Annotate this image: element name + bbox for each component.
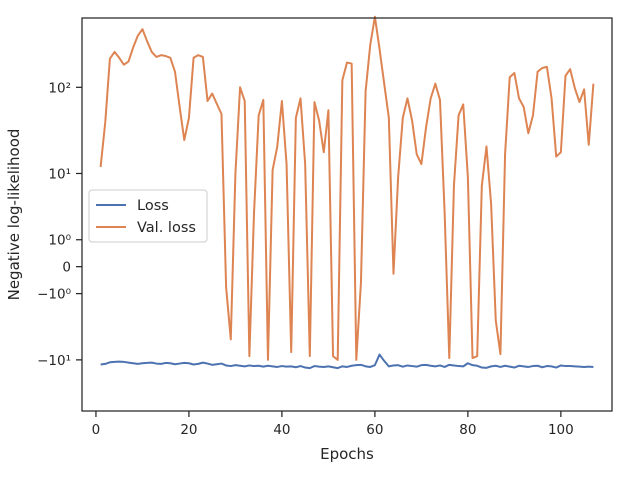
x-tick-label: 100: [548, 422, 574, 438]
series-line-loss: [100, 353, 594, 370]
y-tick-label: −10¹: [37, 353, 71, 369]
y-tick-label: 0: [62, 260, 71, 276]
y-axis-ticks: −10¹ −10⁰ 0 10⁰ 10¹ 10²: [37, 80, 82, 369]
legend-label-val-loss: Val. loss: [137, 220, 196, 236]
x-tick-label: 0: [92, 422, 101, 438]
y-axis-label: Negative log-likelihood: [5, 129, 23, 301]
legend: Loss Val. loss: [88, 189, 208, 243]
x-axis-label: Epochs: [320, 445, 374, 463]
plot-frame: [81, 17, 613, 412]
x-tick-label: 80: [459, 422, 476, 438]
y-tick-label: 10⁰: [48, 233, 71, 249]
series-layer: [99, 15, 595, 370]
y-tick-label: 10²: [48, 80, 71, 96]
x-tick-label: 60: [366, 422, 383, 438]
y-tick-label: −10⁰: [37, 287, 71, 303]
legend-label-loss: Loss: [137, 198, 169, 214]
series-line-val-loss: [99, 15, 595, 361]
x-axis-ticks: 0 20 40 60 80 100: [92, 411, 574, 438]
x-tick-label: 40: [273, 422, 290, 438]
x-tick-label: 20: [180, 422, 197, 438]
legend-box: [88, 189, 208, 243]
y-tick-label: 10¹: [48, 166, 71, 182]
